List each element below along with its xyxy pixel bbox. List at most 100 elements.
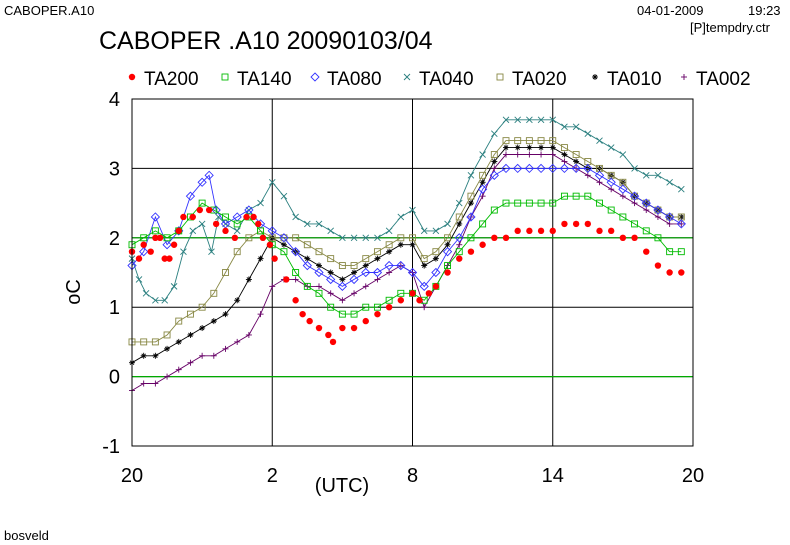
data-point-ta140 — [631, 220, 639, 228]
data-point-ta140 — [525, 199, 533, 207]
data-point-ta010 — [491, 158, 498, 165]
legend-marker-ta002 — [681, 74, 687, 80]
data-point-ta020 — [303, 241, 311, 249]
data-point-ta140 — [596, 199, 603, 207]
data-point-ta200 — [161, 255, 168, 262]
data-point-ta040 — [385, 227, 393, 235]
data-point-ta010 — [503, 144, 509, 151]
data-point-ta140 — [502, 199, 510, 207]
data-point-ta140 — [654, 234, 662, 242]
data-point-ta040 — [374, 234, 381, 242]
data-point-ta002 — [316, 283, 322, 290]
data-point-ta080 — [279, 233, 289, 243]
data-point-ta080 — [629, 191, 640, 201]
data-point-ta200 — [596, 227, 603, 235]
y-axis: -1 0 1 2 3 4 — [102, 89, 120, 458]
data-point-ta020 — [186, 310, 194, 318]
data-point-ta002 — [245, 331, 252, 338]
data-point-ta200 — [212, 220, 220, 228]
data-point-ta200 — [250, 213, 257, 221]
data-point-ta080 — [267, 226, 277, 236]
data-point-ta040 — [198, 220, 206, 228]
data-point-ta002 — [479, 193, 486, 200]
data-point-ta140 — [315, 289, 323, 297]
data-point-ta200 — [315, 324, 323, 332]
data-point-ta200 — [479, 241, 486, 248]
data-point-ta002 — [362, 283, 369, 290]
data-point-ta020 — [490, 151, 498, 158]
data-point-ta080 — [290, 247, 301, 257]
data-point-ta080 — [407, 267, 418, 278]
data-point-ta010 — [432, 255, 439, 262]
data-point-ta040 — [257, 199, 264, 207]
legend-label-ta080: TA080 — [327, 69, 382, 90]
data-point-ta002 — [257, 311, 264, 318]
data-point-ta020 — [631, 192, 639, 200]
data-point-ta010 — [222, 311, 229, 318]
data-point-ta040 — [215, 213, 222, 221]
data-point-ta200 — [526, 227, 533, 235]
data-point-ta040 — [619, 151, 627, 158]
data-point-ta080 — [618, 184, 628, 194]
data-point-ta002 — [619, 193, 626, 200]
data-point-ta020 — [350, 262, 358, 270]
data-point-ta002 — [187, 359, 194, 366]
data-point-ta002 — [654, 213, 661, 220]
series-line-ta002 — [131, 154, 682, 391]
data-point-ta020 — [549, 137, 557, 145]
data-point-ta080 — [361, 267, 371, 278]
data-point-ta010 — [467, 200, 474, 207]
data-point-ta002 — [678, 220, 685, 227]
data-point-ta140 — [666, 248, 674, 256]
report-date: 04-01-2009 — [637, 3, 704, 18]
data-point-ta040 — [152, 296, 159, 304]
data-point-ta080 — [676, 219, 686, 229]
data-point-ta080 — [384, 260, 394, 271]
data-point-ta200 — [549, 227, 556, 235]
series-layer — [127, 116, 686, 394]
data-point-ta200 — [339, 324, 346, 332]
legend-item-ta020: TA020 — [496, 69, 567, 90]
data-point-ta080 — [501, 163, 511, 174]
legend-marker-ta040 — [403, 73, 411, 81]
data-point-ta200 — [231, 234, 239, 241]
data-point-ta200 — [385, 304, 393, 311]
data-point-ta040 — [315, 220, 323, 228]
data-point-ta010 — [526, 144, 533, 151]
data-point-ta040 — [397, 213, 405, 221]
data-point-ta002 — [199, 352, 206, 359]
data-point-ta200 — [666, 269, 673, 276]
data-point-ta002 — [164, 373, 171, 380]
data-point-ta200 — [156, 234, 164, 241]
data-point-ta010 — [234, 297, 241, 304]
data-point-ta140 — [455, 248, 463, 256]
data-point-ta020 — [560, 144, 568, 152]
data-point-ta002 — [491, 165, 498, 172]
data-point-ta040 — [537, 116, 545, 124]
data-point-ta200 — [266, 241, 274, 248]
data-point-ta140 — [233, 220, 241, 228]
footer-label: bosveld — [4, 528, 49, 543]
data-point-ta040 — [631, 165, 638, 172]
data-point-ta010 — [187, 331, 194, 338]
data-point-ta200 — [654, 262, 662, 269]
legend-label-ta140: TA140 — [237, 69, 292, 90]
data-point-ta010 — [140, 352, 147, 359]
data-point-ta010 — [573, 158, 580, 165]
data-point-ta040 — [420, 227, 428, 235]
data-point-ta020 — [362, 255, 370, 263]
legend-marker-ta010 — [592, 74, 598, 80]
data-point-ta040 — [654, 172, 662, 179]
data-point-ta140 — [198, 199, 206, 207]
data-point-ta040 — [432, 227, 440, 235]
data-point-ta200 — [271, 255, 278, 262]
data-point-ta040 — [514, 116, 522, 124]
data-point-ta080 — [477, 184, 488, 194]
data-point-ta002 — [175, 366, 182, 373]
legend-item-ta200: TA200 — [128, 69, 199, 90]
data-point-ta020 — [409, 234, 416, 242]
data-point-ta200 — [152, 234, 159, 241]
y-axis-label: oC — [63, 279, 85, 305]
data-point-ta200 — [456, 255, 463, 262]
data-point-ta200 — [325, 331, 332, 339]
